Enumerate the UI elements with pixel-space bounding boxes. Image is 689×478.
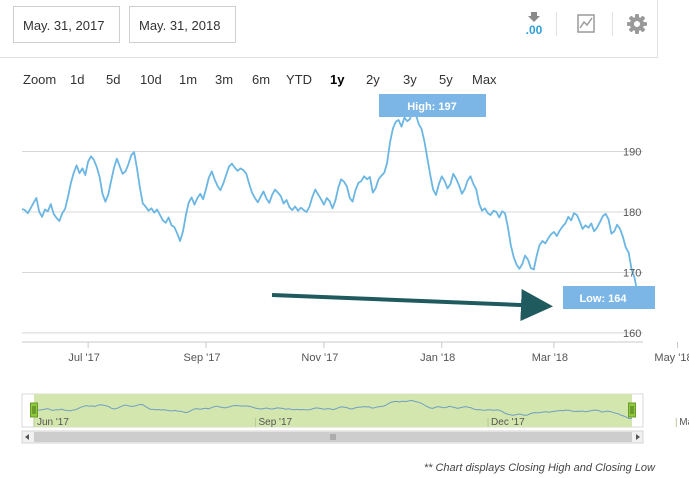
chart-footnote: ** Chart displays Closing High and Closi… <box>423 462 655 474</box>
y-tick-label: 170 <box>623 267 641 279</box>
zoom-option-3m[interactable]: 3m <box>215 72 234 87</box>
toolbar-divider <box>612 12 613 36</box>
navigator-tick-label: Sep '17 <box>258 417 292 428</box>
x-tick-label: Sep '17 <box>184 352 221 364</box>
zoom-option-10d[interactable]: 10d <box>140 72 162 87</box>
zoom-bar: Zoom 1d 5d 10d 1m 3m 6m YTD 1y 2y 3y 5y Max <box>0 72 520 90</box>
toolbar-frame-edge <box>0 57 658 58</box>
zoom-option-5y[interactable]: 5y <box>439 72 453 87</box>
y-tick-label: 190 <box>623 146 641 158</box>
y-tick-label: 180 <box>623 207 641 219</box>
decrease-decimals-icon: .00 <box>526 12 543 37</box>
price-line <box>21 108 644 307</box>
low-callout <box>563 286 655 309</box>
navigator-left-handle[interactable] <box>30 402 38 418</box>
zoom-label: Zoom <box>23 72 57 87</box>
end-date-input[interactable]: May. 31, 2018 <box>129 6 236 43</box>
price-chart: 160 170 180 190 Jul '17 Sep '17 Nov '17 Jan '18… <box>21 94 689 444</box>
y-tick-label: 160 <box>623 328 641 340</box>
chart-type-icon <box>577 14 595 33</box>
high-label: High: 197 <box>407 101 457 113</box>
navigator-tick-label: Dec '17 <box>491 417 525 428</box>
navigator-line <box>33 399 633 420</box>
zoom-option-2y[interactable]: 2y <box>366 72 380 87</box>
zoom-option-ytd[interactable]: YTD <box>286 72 312 87</box>
x-tick-label: Jul '17 <box>68 352 99 364</box>
navigator-selection[interactable] <box>34 394 632 427</box>
scroll-left-arrow-icon[interactable] <box>25 434 29 440</box>
chart-type-button[interactable] <box>571 10 601 38</box>
gear-icon <box>627 14 647 34</box>
x-tick-label: May '18 <box>654 352 689 364</box>
zoom-option-3y[interactable]: 3y <box>403 72 417 87</box>
decimals-button[interactable]: .00 <box>518 10 548 38</box>
x-tick-label: Mar '18 <box>532 352 568 364</box>
settings-button[interactable] <box>622 10 652 38</box>
scroll-right-arrow-icon[interactable] <box>636 434 640 440</box>
navigator-tick-label: Mar '18 <box>679 417 689 428</box>
decimals-label: .00 <box>526 23 543 37</box>
high-callout <box>379 94 486 117</box>
zoom-option-1y[interactable]: 1y <box>330 72 345 87</box>
navigator-tick-label: Jun '17 <box>37 417 69 428</box>
zoom-option-max[interactable]: Max <box>472 72 497 87</box>
zoom-option-6m[interactable]: 6m <box>252 72 271 87</box>
zoom-option-1m[interactable]: 1m <box>179 72 198 87</box>
x-tick-label: Nov '17 <box>301 352 338 364</box>
start-date-input[interactable]: May. 31, 2017 <box>13 6 120 43</box>
low-pointer-arrow <box>271 289 553 322</box>
navigator-right-handle[interactable] <box>628 402 636 418</box>
zoom-option-5d[interactable]: 5d <box>106 72 121 87</box>
toolbar-divider <box>556 12 557 36</box>
toolbar-frame-edge <box>657 0 658 57</box>
low-label: Low: 164 <box>579 293 627 305</box>
zoom-option-1d[interactable]: 1d <box>70 72 85 87</box>
x-tick-label: Jan '18 <box>420 352 455 364</box>
